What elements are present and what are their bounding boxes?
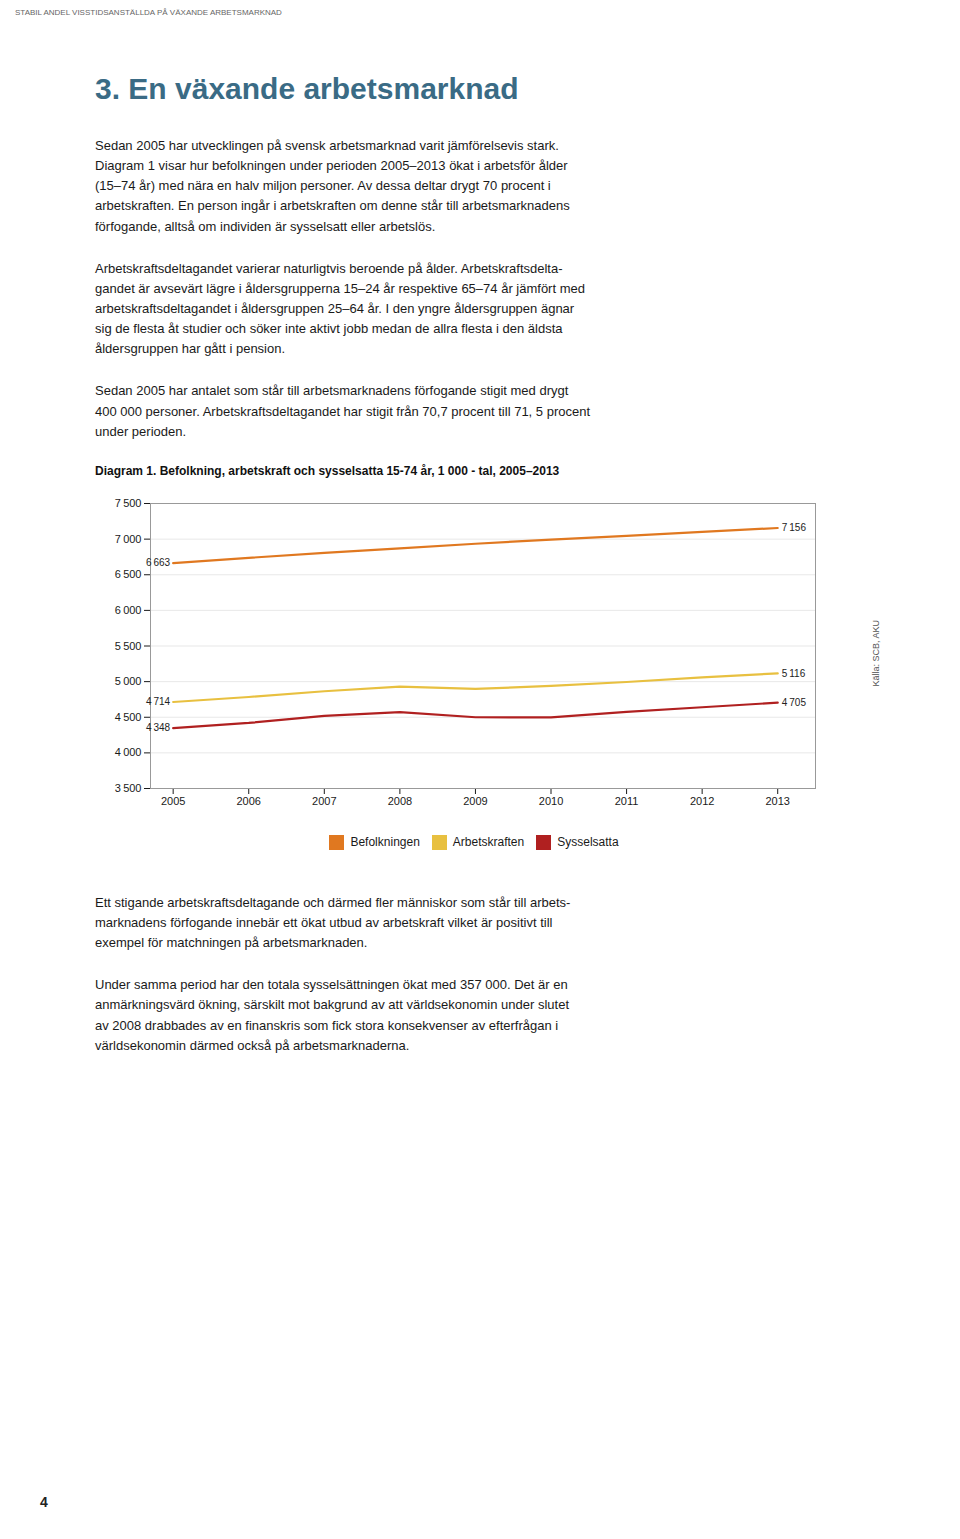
html-text:Ett stigande arbetskraftsdelta: Ett stigande arbetskraftsdeltagande och …: [95, 894, 571, 951]
svg-text:4 714: 4 714: [146, 696, 171, 707]
svg-text:2006: 2006: [236, 795, 260, 807]
svg-text:4 000: 4 000: [115, 746, 142, 758]
svg-text:3 500: 3 500: [115, 782, 142, 794]
svg-text:5 500: 5 500: [115, 639, 142, 651]
svg-text:2008: 2008: [388, 795, 412, 807]
svg-text:2011: 2011: [615, 795, 639, 807]
svg-text:4 500: 4 500: [115, 711, 142, 723]
svg-text:6 663: 6 663: [146, 557, 171, 568]
svg-text:5 116: 5 116: [782, 667, 806, 678]
html-text:Sysselsatta: Sysselsatta: [557, 835, 619, 850]
html-text:Befolkningen: Befolkningen: [350, 835, 420, 850]
svg-text:2012: 2012: [690, 795, 714, 807]
html-text:4: 4: [40, 1494, 48, 1510]
svg-text:2010: 2010: [539, 795, 563, 807]
html-text:Diagram 1. Befolkning, arbetsk: Diagram 1. Befolkning, arbetskraft och s…: [95, 463, 560, 478]
svg-text:4 705: 4 705: [782, 697, 807, 708]
svg-text:4 348: 4 348: [146, 722, 171, 733]
svg-text:6 000: 6 000: [115, 604, 142, 616]
html-text:STABIL ANDEL VISSTIDSANSTÄLLDA: STABIL ANDEL VISSTIDSANSTÄLLDA PÅ VÄXAND…: [15, 8, 282, 17]
svg-text:7 156: 7 156: [782, 522, 807, 533]
html-text:Arbetskraftsdeltagandet varier: Arbetskraftsdeltagandet varierar naturli…: [95, 260, 585, 357]
svg-text:7 000: 7 000: [115, 532, 142, 544]
html-text:Sedan 2005 har antalet som stå: Sedan 2005 har antalet som står till arb…: [95, 383, 590, 439]
svg-text:2013: 2013: [765, 795, 789, 807]
html-text:Arbetskraften: Arbetskraften: [452, 835, 525, 850]
svg-text:5 000: 5 000: [115, 675, 142, 687]
svg-text:2007: 2007: [312, 795, 336, 807]
html-text:Under samma period har den tot: Under samma period har den totala syssel…: [95, 977, 569, 1053]
svg-text:6 500: 6 500: [115, 568, 142, 580]
html-text:Källa: SCB, AKU: Källa: SCB, AKU: [871, 619, 881, 687]
svg-text:2005: 2005: [161, 795, 185, 807]
svg-text:2009: 2009: [463, 795, 487, 807]
html-text:3. En växande arbetsmarknad: 3. En växande arbetsmarknad: [95, 72, 519, 105]
svg-text:7 500: 7 500: [115, 497, 142, 509]
html-text:Sedan 2005 har utvecklingen på: Sedan 2005 har utvecklingen på svensk ar…: [95, 138, 570, 234]
